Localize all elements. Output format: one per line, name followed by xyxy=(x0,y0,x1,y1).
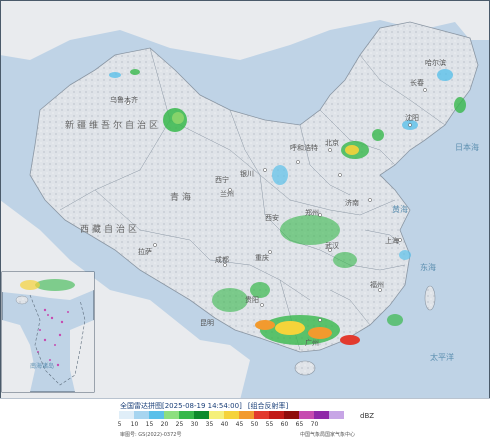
label-chengdu: 成都 xyxy=(215,255,229,264)
scale-tick: 55 xyxy=(265,421,274,428)
scale-swatch xyxy=(284,411,299,419)
city-marker xyxy=(338,173,342,177)
label-harbin: 哈尔滨 xyxy=(425,58,446,67)
label-xinjiang: 新疆维吾尔自治区 xyxy=(65,119,161,131)
scale-tick: 65 xyxy=(295,421,304,428)
scale-tick: 10 xyxy=(130,421,139,428)
city-marker xyxy=(328,248,332,252)
city-marker xyxy=(263,168,267,172)
hainan-island xyxy=(294,360,316,376)
city-marker xyxy=(296,160,300,164)
scale-tick: 35 xyxy=(205,421,214,428)
label-yinchuan: 银川 xyxy=(240,169,254,178)
label-jinan: 济南 xyxy=(345,198,359,207)
scale-swatch xyxy=(194,411,209,419)
scale-tick: 5 xyxy=(117,421,122,428)
city-marker xyxy=(378,288,382,292)
label-east-china-sea: 东海 xyxy=(420,262,436,272)
city-marker xyxy=(268,250,272,254)
label-beijing: 北京 xyxy=(325,138,339,147)
label-south-china-sea: 南海诸岛 xyxy=(30,362,54,370)
islands-markers xyxy=(37,308,69,367)
label-pacific: 太平洋 xyxy=(430,352,454,362)
map-canvas: 乌鲁木齐 新疆维吾尔自治区 西藏自治区 青海 西宁 兰州 银川 呼和浩特 北京 … xyxy=(0,0,490,400)
label-wuhan: 武汉 xyxy=(325,241,339,250)
city-marker xyxy=(398,238,402,242)
scale-swatch xyxy=(269,411,284,419)
city-marker xyxy=(318,318,322,322)
label-xian: 西安 xyxy=(265,213,279,222)
city-marker xyxy=(228,188,232,192)
scale-swatch xyxy=(314,411,329,419)
map-timestamp: [2025-08-19 14:54:00] xyxy=(162,402,242,410)
scale-swatch xyxy=(134,411,149,419)
scale-swatch xyxy=(329,411,344,419)
city-markers xyxy=(126,88,427,322)
map-title: 全国雷达拼图 xyxy=(120,402,162,410)
label-lanzhou: 兰州 xyxy=(220,189,234,198)
scale-tick: 20 xyxy=(160,421,169,428)
scale-tick: 15 xyxy=(145,421,154,428)
label-shenyang: 沈阳 xyxy=(405,113,419,122)
label-qinghai: 青海 xyxy=(170,191,194,203)
scale-swatch xyxy=(149,411,164,419)
city-marker xyxy=(368,198,372,202)
label-guangzhou: 广州 xyxy=(305,338,319,347)
city-marker xyxy=(153,243,157,247)
northern-neighbors xyxy=(0,0,490,60)
scale-tick: 25 xyxy=(175,421,184,428)
label-zhengzhou: 郑州 xyxy=(305,209,319,217)
approval-number: 审图号: GS(2022)-0372号 xyxy=(120,432,182,438)
scale-swatch xyxy=(239,411,254,419)
scale-swatch xyxy=(164,411,179,419)
radar-echoes xyxy=(109,69,466,345)
city-marker xyxy=(223,263,227,267)
legend-panel: 全国雷达拼图[2025-08-19 14:54:00] [组合反射率] 5 10 15… xyxy=(0,398,490,440)
label-guiyang: 贵阳 xyxy=(245,295,259,304)
label-yellow-sea: 黄海 xyxy=(392,204,408,214)
city-marker xyxy=(408,123,412,127)
scale-swatch xyxy=(209,411,224,419)
city-marker xyxy=(318,213,322,217)
city-marker xyxy=(328,148,332,152)
scale-swatch xyxy=(224,411,239,419)
scale-tick: 50 xyxy=(250,421,259,428)
china-landmass xyxy=(29,21,479,353)
scale-swatch xyxy=(254,411,269,419)
color-scale-ticks: 5 10 15 20 25 30 35 40 45 50 55 60 65 70 xyxy=(112,421,322,428)
province-borders xyxy=(59,47,446,351)
scale-swatch xyxy=(179,411,194,419)
credit: 中国气象局国家气象中心 xyxy=(300,432,356,438)
label-tibet: 西藏自治区 xyxy=(80,223,140,235)
scale-swatch xyxy=(119,411,134,419)
scale-tick: 60 xyxy=(280,421,289,428)
scale-tick: 70 xyxy=(310,421,319,428)
label-xining: 西宁 xyxy=(215,175,229,184)
scale-tick: 40 xyxy=(220,421,229,428)
scale-swatch xyxy=(299,411,314,419)
unit-label: dBZ xyxy=(360,412,375,420)
south-china-sea-inset: 南海诸岛 xyxy=(1,271,95,393)
label-kunming: 昆明 xyxy=(200,319,214,327)
label-urumqi: 乌鲁木齐 xyxy=(110,95,138,104)
scale-tick: 45 xyxy=(235,421,244,428)
label-hohhot: 呼和浩特 xyxy=(290,143,318,152)
city-marker xyxy=(260,303,264,307)
label-shanghai: 上海 xyxy=(385,236,399,245)
label-changchun: 长春 xyxy=(410,78,424,87)
label-fuzhou: 福州 xyxy=(370,280,384,289)
scale-tick: 30 xyxy=(190,421,199,428)
taiwan-island xyxy=(424,285,436,311)
label-lhasa: 拉萨 xyxy=(138,247,152,256)
label-chongqing: 重庆 xyxy=(255,253,269,262)
label-sea-of-japan: 日本海 xyxy=(455,142,479,152)
city-marker xyxy=(126,101,130,105)
color-scale xyxy=(119,411,344,419)
city-marker xyxy=(423,88,427,92)
legend-title: 全国雷达拼图[2025-08-19 14:54:00] [组合反射率] xyxy=(120,401,288,411)
product-name: [组合反射率] xyxy=(247,402,289,410)
